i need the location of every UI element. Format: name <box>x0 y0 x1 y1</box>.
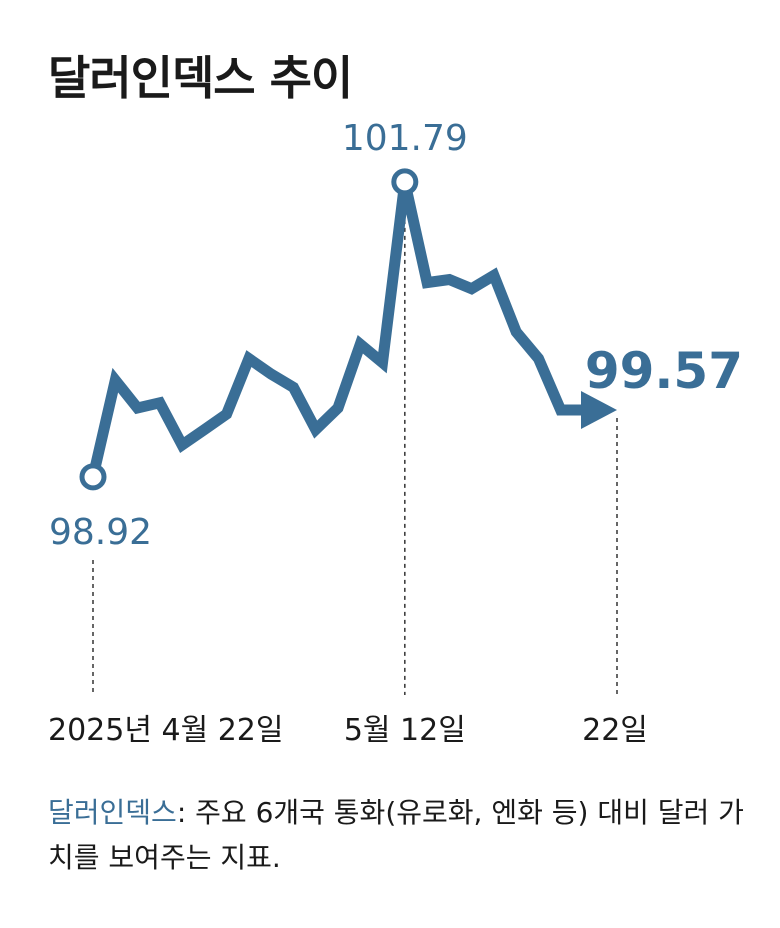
start-value-label: 98.92 <box>49 512 152 553</box>
x-axis-label: 5월 12일 <box>344 713 466 748</box>
x-axis-label: 22일 <box>582 713 648 748</box>
end-arrow <box>581 391 617 430</box>
data-point-marker <box>391 168 419 196</box>
footnote-text: : 주요 6개국 통화(유로화, 엔화 등) 대비 달러 가치를 보여주는 지표… <box>48 796 744 874</box>
chart-title: 달러인덱스 추이 <box>48 51 353 105</box>
footnote-term: 달러인덱스 <box>48 796 177 829</box>
x-axis-label: 2025년 4월 22일 <box>48 713 283 748</box>
footnote: 달러인덱스: 주요 6개국 통화(유로화, 엔화 등) 대비 달러 가치를 보여… <box>48 790 748 880</box>
peak-value-label: 101.79 <box>342 118 468 159</box>
end-value-label: 99.57 <box>585 342 743 400</box>
line-chart: 98.92 101.79 99.57 2025년 4월 22일 5월 12일 22일 <box>48 118 743 748</box>
data-point-marker <box>79 463 107 491</box>
series-line <box>87 180 583 479</box>
